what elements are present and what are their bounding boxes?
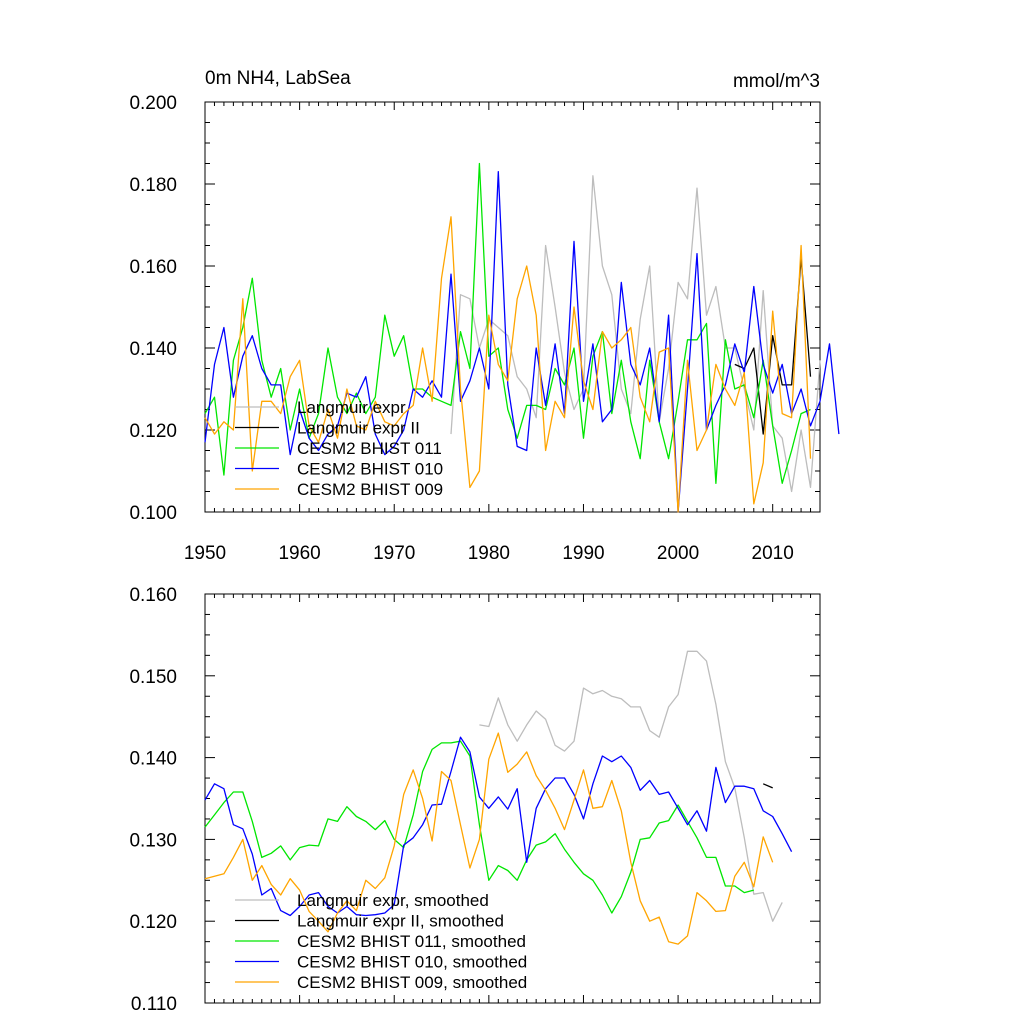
plot-title: 0m NH4, LabSea [205, 68, 351, 89]
legend-entry: CESM2 BHIST 010 [297, 460, 443, 479]
x-tick-label: 1960 [278, 543, 320, 564]
y-tick-label: 0.180 [129, 175, 177, 196]
y-tick-label: 0.200 [129, 93, 177, 114]
y-tick-label: 0.160 [129, 585, 177, 606]
x-tick-label: 1970 [373, 543, 415, 564]
legend-entry: CESM2 BHIST 011 [297, 439, 442, 458]
legend-entry: CESM2 BHIST 010, smoothed [297, 953, 527, 972]
legend-entry: CESM2 BHIST 009 [297, 480, 443, 499]
units-label: mmol/m^3 [733, 71, 820, 92]
legend-entry: Langmuir expr, smoothed [297, 891, 489, 910]
x-tick-label: 1990 [562, 543, 604, 564]
x-tick-label: 1980 [468, 543, 510, 564]
y-tick-label: 0.160 [129, 257, 177, 278]
legend-entry: Langmuir expr II, smoothed [297, 912, 504, 931]
y-tick-label: 0.120 [129, 421, 177, 442]
y-tick-label: 0.110 [131, 994, 177, 1015]
y-tick-label: 0.120 [129, 912, 177, 933]
bottom-panel: 0.110 0.120 0.130 0.140 0.150 0.160 Langmuir e… [129, 585, 821, 1015]
legend-entry: CESM2 BHIST 011, smoothed [297, 932, 526, 951]
y-tick-label: 0.150 [129, 667, 177, 688]
series-line [204, 216, 812, 513]
x-tick-label: 2010 [752, 543, 794, 564]
series-line [479, 650, 783, 922]
x-tick-label: 2000 [657, 543, 699, 564]
series-line [204, 732, 774, 945]
series-line [204, 736, 793, 917]
series-line [204, 740, 754, 914]
y-tick-label: 0.140 [129, 339, 177, 360]
y-tick-label: 0.100 [129, 503, 177, 524]
legend-entry: Langmuir expr II [297, 419, 420, 438]
series-line [204, 171, 840, 513]
y-tick-label: 0.130 [129, 830, 177, 851]
legend-entry: CESM2 BHIST 009, smoothed [297, 973, 527, 992]
y-tick-label: 0.140 [129, 749, 177, 770]
series-line [762, 783, 773, 789]
top-panel: 0.100 0.120 0.140 0.160 0.180 0.200 1950 1960 19… [129, 93, 840, 564]
series-line [204, 162, 811, 484]
legend-entry: Langmuir expr [297, 398, 406, 417]
x-tick-label: 1950 [184, 543, 226, 564]
